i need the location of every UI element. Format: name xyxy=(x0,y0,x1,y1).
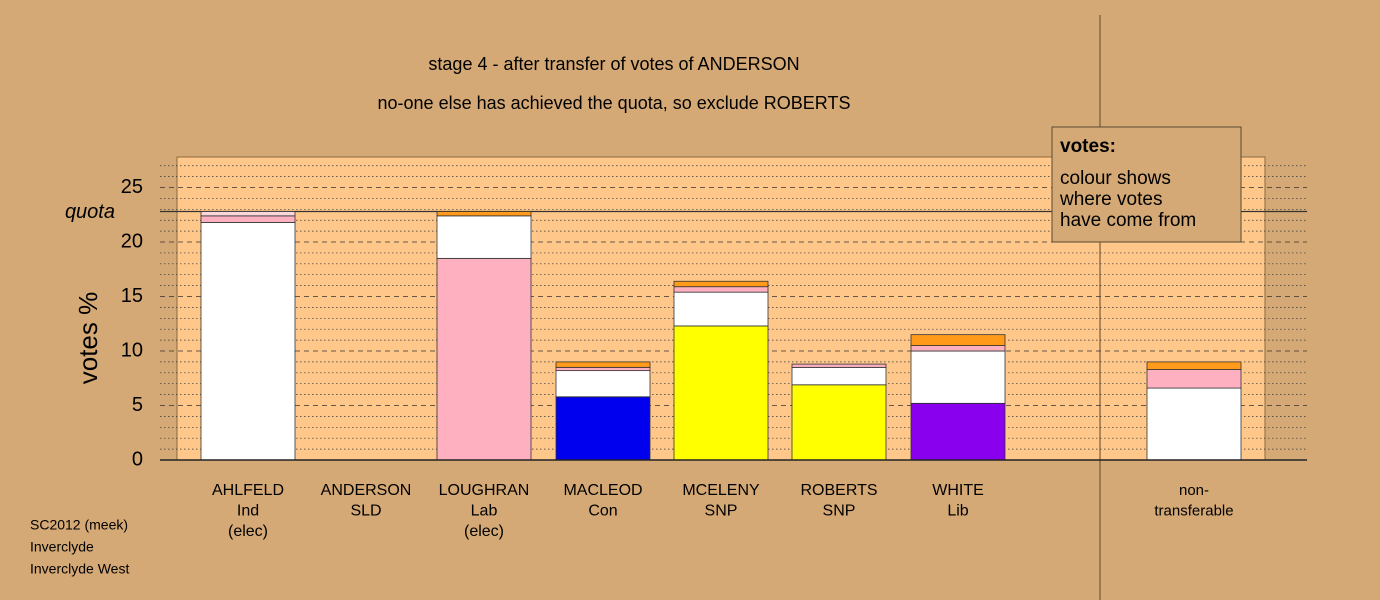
x-tick-label: SNP xyxy=(705,503,738,520)
chart-subtitle: no-one else has achieved the quota, so e… xyxy=(378,93,851,113)
legend-text: have come from xyxy=(1060,210,1196,231)
x-tick-label: (elec) xyxy=(464,523,504,540)
bar-segment xyxy=(910,402,1006,461)
legend-title: votes: xyxy=(1060,136,1116,157)
x-tick-label: MCELENY xyxy=(682,482,760,499)
bar-segment xyxy=(436,257,532,461)
x-tick-label: LOUGHRAN xyxy=(439,482,530,499)
bar-segment xyxy=(200,211,296,217)
bar-segment xyxy=(436,215,532,259)
y-tick-label: 10 xyxy=(121,339,143,361)
y-tick-label: 25 xyxy=(121,176,143,198)
bar-segment xyxy=(910,345,1006,352)
footer-text: SC2012 (meek) xyxy=(30,517,128,533)
x-tick-label: SNP xyxy=(823,503,856,520)
bar-segment xyxy=(791,384,887,461)
x-tick-label: ANDERSON xyxy=(321,482,412,499)
x-tick-label: WHITE xyxy=(932,482,984,499)
x-tick-label: MACLEOD xyxy=(563,482,642,499)
legend-text: where votes xyxy=(1059,189,1162,210)
y-tick-label: 5 xyxy=(132,394,143,416)
bar-segment xyxy=(673,325,769,461)
bar-segment xyxy=(910,334,1006,346)
x-tick-label: AHLFELD xyxy=(212,482,284,499)
bar-segment xyxy=(673,291,769,327)
x-tick-label: transferable xyxy=(1154,502,1233,519)
bar-segment xyxy=(555,366,651,372)
y-axis-label: votes % xyxy=(73,292,103,385)
footer-text: Inverclyde xyxy=(30,539,94,555)
bar-segment xyxy=(200,221,296,461)
bar-segment xyxy=(200,215,296,223)
legend-text: colour shows xyxy=(1060,168,1171,189)
bar-segment xyxy=(673,280,769,288)
bar-segment xyxy=(791,363,887,368)
x-tick-label: ROBERTS xyxy=(800,482,877,499)
bar-segment xyxy=(555,370,651,398)
bar-segment xyxy=(791,366,887,386)
x-tick-label: Lab xyxy=(471,503,498,520)
y-tick-label: 20 xyxy=(121,230,143,252)
bar-segment xyxy=(673,286,769,293)
bar-segment xyxy=(1146,361,1242,370)
bar-segment xyxy=(555,361,651,368)
x-tick-label: Ind xyxy=(237,503,259,520)
bar-segment xyxy=(1146,387,1242,461)
x-tick-label: Lib xyxy=(947,503,968,520)
bar-segment xyxy=(555,396,651,461)
quota-label: quota xyxy=(65,201,115,223)
x-tick-label: SLD xyxy=(350,503,381,520)
bar-segment xyxy=(1146,369,1242,389)
x-tick-label: (elec) xyxy=(228,523,268,540)
chart-title: stage 4 - after transfer of votes of AND… xyxy=(428,54,799,74)
bar-segment xyxy=(436,211,532,217)
footer-text: Inverclyde West xyxy=(30,561,129,577)
x-tick-label: Con xyxy=(588,503,617,520)
bar-segment xyxy=(910,350,1006,404)
legend-box xyxy=(1051,126,1242,243)
y-tick-label: 15 xyxy=(121,285,143,307)
x-tick-label: non- xyxy=(1179,482,1209,499)
y-tick-label: 0 xyxy=(132,448,143,470)
